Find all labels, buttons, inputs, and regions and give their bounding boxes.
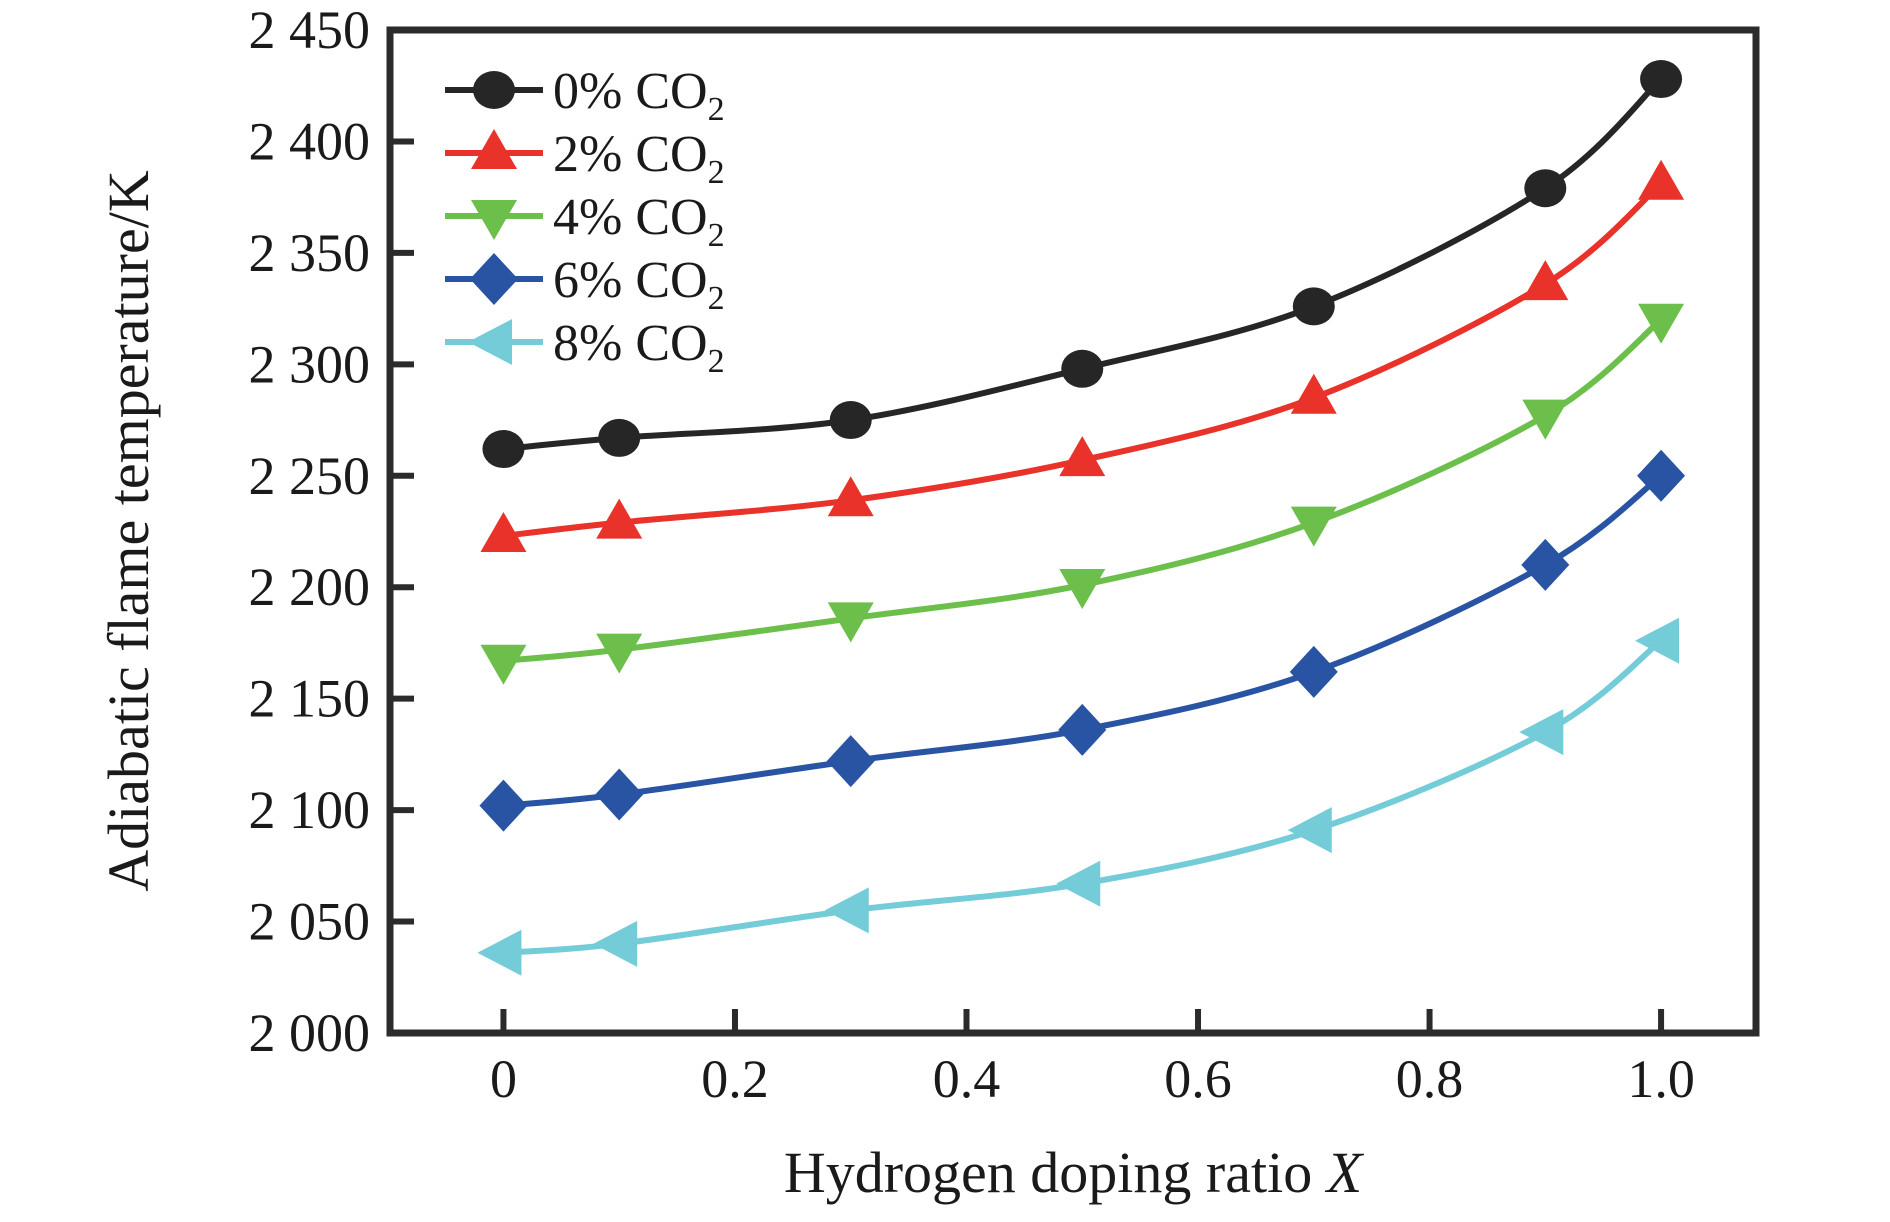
y-tick-label: 2 450: [249, 0, 371, 60]
series-2-co2-marker-triangle-up-icon: [1290, 373, 1337, 414]
series-6-co2-marker-diamond-icon: [1058, 703, 1107, 756]
series-8-co2-marker-triangle-left-icon: [477, 929, 522, 976]
plot-frame: [386, 26, 1760, 1037]
series-line-8-co2: [500, 637, 1665, 956]
series-8-co2-marker-triangle-left-icon: [593, 920, 638, 967]
y-tick-label: 2 050: [249, 892, 371, 952]
legend-6-co2-marker-diamond-icon: [470, 253, 518, 305]
series-0-co2-marker-circle-icon: [1061, 349, 1104, 388]
series-8-co2-marker-triangle-left-icon: [1635, 617, 1680, 664]
series-2-co2-marker-triangle-up-icon: [1059, 436, 1106, 477]
x-axis-label-variable: X: [1325, 1140, 1365, 1205]
series-6-co2-marker-diamond-icon: [826, 735, 875, 788]
x-axis-label: Hydrogen doping ratio X: [784, 1140, 1365, 1205]
legend-label-8-co2: 8% CO2: [553, 315, 725, 380]
series-6-co2-marker-diamond-icon: [1289, 645, 1338, 698]
legend-label-4-co2: 4% CO2: [553, 189, 725, 254]
x-tick-label: 0.4: [933, 1049, 1001, 1109]
x-tick-label: 0: [490, 1049, 517, 1109]
x-axis-label-text: Hydrogen doping ratio: [784, 1140, 1327, 1205]
y-tick-label: 2 100: [249, 780, 371, 840]
series-8-co2-marker-triangle-left-icon: [824, 887, 869, 934]
y-axis-label: Adiabatic flame temperature/K: [96, 170, 161, 892]
series-4-co2-marker-triangle-down-icon: [596, 633, 643, 674]
series-6-co2-marker-diamond-icon: [479, 779, 528, 832]
series-4-co2-marker-triangle-down-icon: [1059, 568, 1106, 609]
y-tick-label: 2 400: [249, 111, 371, 171]
series-4-co2-marker-triangle-down-icon: [1522, 399, 1569, 440]
series-2-co2-marker-triangle-up-icon: [1638, 159, 1685, 200]
series-2-co2-marker-triangle-up-icon: [480, 511, 527, 552]
y-tick-label: 2 300: [249, 334, 371, 394]
x-tick-label: 0.2: [701, 1049, 769, 1109]
series-0-co2-marker-circle-icon: [1292, 287, 1335, 326]
x-tick-label: 0.6: [1164, 1049, 1232, 1109]
legend-label-0-co2: 0% CO2: [553, 63, 725, 128]
series-8-co2-marker-triangle-left-icon: [1056, 860, 1101, 907]
plot-area: 2 000 2 050 2 100 2 150 2 200 2 250 2 300 2 350…: [249, 0, 1760, 1109]
series-4-co2-marker-triangle-down-icon: [1638, 303, 1685, 344]
legend-label-2-co2: 2% CO2: [553, 126, 725, 191]
series-4-co2-marker-triangle-down-icon: [480, 644, 527, 685]
legend-8-co2-marker-triangle-left-icon: [468, 319, 512, 365]
x-tick-label: 0.8: [1396, 1049, 1464, 1109]
legend-0-co2-marker-circle-icon: [473, 71, 515, 109]
series-0-co2-marker-circle-icon: [1640, 60, 1683, 99]
series-0-co2-marker-circle-icon: [829, 401, 872, 440]
series-4-co2-marker-triangle-down-icon: [1290, 506, 1337, 547]
series-6-co2-marker-diamond-icon: [595, 768, 644, 821]
y-tick-label: 2 150: [249, 669, 371, 729]
series-0-co2-marker-circle-icon: [1524, 169, 1567, 208]
series-6-co2-marker-diamond-icon: [1637, 449, 1686, 502]
series-0-co2-marker-circle-icon: [598, 418, 641, 457]
series-2-co2-marker-triangle-up-icon: [596, 498, 643, 539]
series-2-co2-marker-triangle-up-icon: [827, 476, 874, 517]
y-tick-label: 2 200: [249, 557, 371, 617]
series-8-co2-marker-triangle-left-icon: [1287, 807, 1332, 854]
series-2-co2-marker-triangle-up-icon: [1522, 260, 1569, 301]
y-tick-label: 2 350: [249, 223, 371, 283]
y-tick-label: 2 250: [249, 446, 371, 506]
series-0-co2-marker-circle-icon: [482, 430, 525, 469]
series-6-co2-marker-diamond-icon: [1521, 538, 1570, 591]
legend-4-co2-marker-triangle-down-icon: [471, 200, 517, 240]
legend-2-co2-marker-triangle-up-icon: [471, 129, 517, 169]
series-4-co2-marker-triangle-down-icon: [827, 602, 874, 643]
y-tick-label: 2 000: [249, 1003, 371, 1063]
legend-label-6-co2: 6% CO2: [553, 252, 725, 317]
x-tick-label: 1.0: [1627, 1049, 1695, 1109]
series-8-co2-marker-triangle-left-icon: [1519, 709, 1564, 756]
